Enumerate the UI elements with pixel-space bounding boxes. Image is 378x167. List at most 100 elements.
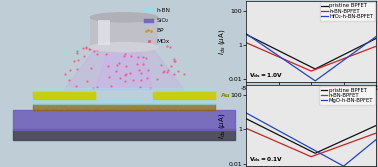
- Point: [167, 45, 174, 48]
- Point: [75, 59, 81, 61]
- Point: [164, 45, 170, 48]
- Point: [104, 52, 110, 55]
- Point: [166, 106, 172, 108]
- h-BN-BPFET: [374, 45, 378, 47]
- Point: [37, 106, 43, 109]
- Point: [133, 49, 139, 51]
- Point: [177, 104, 183, 107]
- Point: [67, 69, 73, 71]
- Polygon shape: [13, 110, 235, 130]
- Point: [113, 104, 119, 106]
- Point: [108, 84, 114, 87]
- HfO₂-h-BN-BPFET: [331, 67, 335, 69]
- Point: [166, 69, 172, 72]
- pristine BPFET: [313, 152, 318, 154]
- Polygon shape: [33, 104, 215, 110]
- Point: [70, 105, 76, 108]
- Point: [94, 86, 101, 88]
- Point: [168, 107, 174, 109]
- pristine BPFET: [342, 53, 347, 55]
- pristine BPFET: [277, 50, 282, 52]
- pristine BPFET: [374, 125, 378, 127]
- Point: [189, 105, 195, 107]
- Ellipse shape: [90, 13, 158, 22]
- MgO-h-BN-BPFET: [277, 130, 282, 132]
- Point: [172, 60, 178, 63]
- pristine BPFET: [321, 64, 325, 66]
- HfO₂-h-BN-BPFET: [267, 48, 271, 50]
- Point: [122, 79, 128, 82]
- Point: [88, 107, 94, 110]
- Point: [171, 60, 177, 62]
- Point: [92, 105, 98, 108]
- Point: [91, 49, 97, 52]
- Point: [85, 104, 91, 106]
- Point: [144, 107, 150, 110]
- h-BN-BPFET: [342, 144, 347, 146]
- Legend: pristine BPFET, h-BN-BPFET, HfO₂-h-BN-BPFET: pristine BPFET, h-BN-BPFET, HfO₂-h-BN-BP…: [320, 2, 375, 21]
- pristine BPFET: [277, 134, 282, 136]
- Point: [36, 104, 42, 106]
- Point: [102, 46, 108, 49]
- Text: $\mathbf{V_{ds}=0.1V}$: $\mathbf{V_{ds}=0.1V}$: [249, 156, 283, 164]
- Point: [160, 71, 166, 74]
- Polygon shape: [95, 46, 153, 89]
- Point: [123, 65, 129, 67]
- pristine BPFET: [331, 59, 335, 61]
- MgO-h-BN-BPFET: [331, 159, 335, 161]
- Point: [94, 49, 100, 52]
- Text: Au: Au: [222, 93, 231, 98]
- Point: [132, 107, 138, 110]
- h-BN-BPFET: [277, 142, 282, 144]
- h-BN-BPFET: [331, 62, 335, 64]
- MgO-h-BN-BPFET: [342, 165, 347, 167]
- h-BN-BPFET: [303, 153, 307, 155]
- Line: MgO-h-BN-BPFET: MgO-h-BN-BPFET: [246, 113, 376, 166]
- MgO-h-BN-BPFET: [267, 124, 271, 126]
- Point: [86, 47, 92, 50]
- h-BN-BPFET: [244, 42, 248, 44]
- Point: [191, 106, 197, 108]
- Point: [138, 72, 144, 74]
- Point: [49, 103, 55, 106]
- Point: [121, 54, 127, 57]
- Point: [144, 104, 150, 106]
- HfO₂-h-BN-BPFET: [277, 56, 282, 58]
- Point: [161, 69, 167, 72]
- Point: [138, 107, 144, 110]
- Point: [91, 107, 97, 110]
- Line: pristine BPFET: pristine BPFET: [246, 119, 376, 153]
- Point: [65, 105, 71, 108]
- Point: [133, 106, 139, 109]
- Point: [141, 108, 147, 111]
- Point: [181, 108, 187, 111]
- Point: [134, 105, 140, 107]
- Point: [99, 107, 105, 110]
- Polygon shape: [64, 45, 184, 90]
- HfO₂-h-BN-BPFET: [313, 80, 318, 82]
- Point: [158, 63, 164, 66]
- Point: [127, 71, 133, 74]
- Point: [113, 107, 119, 110]
- Point: [117, 107, 123, 110]
- Bar: [90, 17, 158, 47]
- Polygon shape: [33, 91, 95, 99]
- Point: [138, 86, 144, 89]
- Point: [109, 105, 115, 108]
- Point: [123, 72, 129, 75]
- Point: [148, 104, 154, 107]
- Line: h-BN-BPFET: h-BN-BPFET: [246, 43, 376, 71]
- Point: [179, 107, 185, 110]
- Point: [147, 87, 153, 90]
- Bar: [144, 19, 153, 23]
- Text: $\mathbf{V_{ds}=1.0V}$: $\mathbf{V_{ds}=1.0V}$: [249, 71, 283, 80]
- Point: [150, 104, 156, 107]
- Point: [145, 69, 151, 71]
- Point: [143, 105, 149, 107]
- Point: [88, 67, 94, 70]
- Point: [76, 104, 82, 107]
- Text: h-BN: h-BN: [156, 8, 170, 13]
- Bar: [98, 20, 110, 45]
- Point: [65, 106, 71, 108]
- Point: [170, 104, 176, 106]
